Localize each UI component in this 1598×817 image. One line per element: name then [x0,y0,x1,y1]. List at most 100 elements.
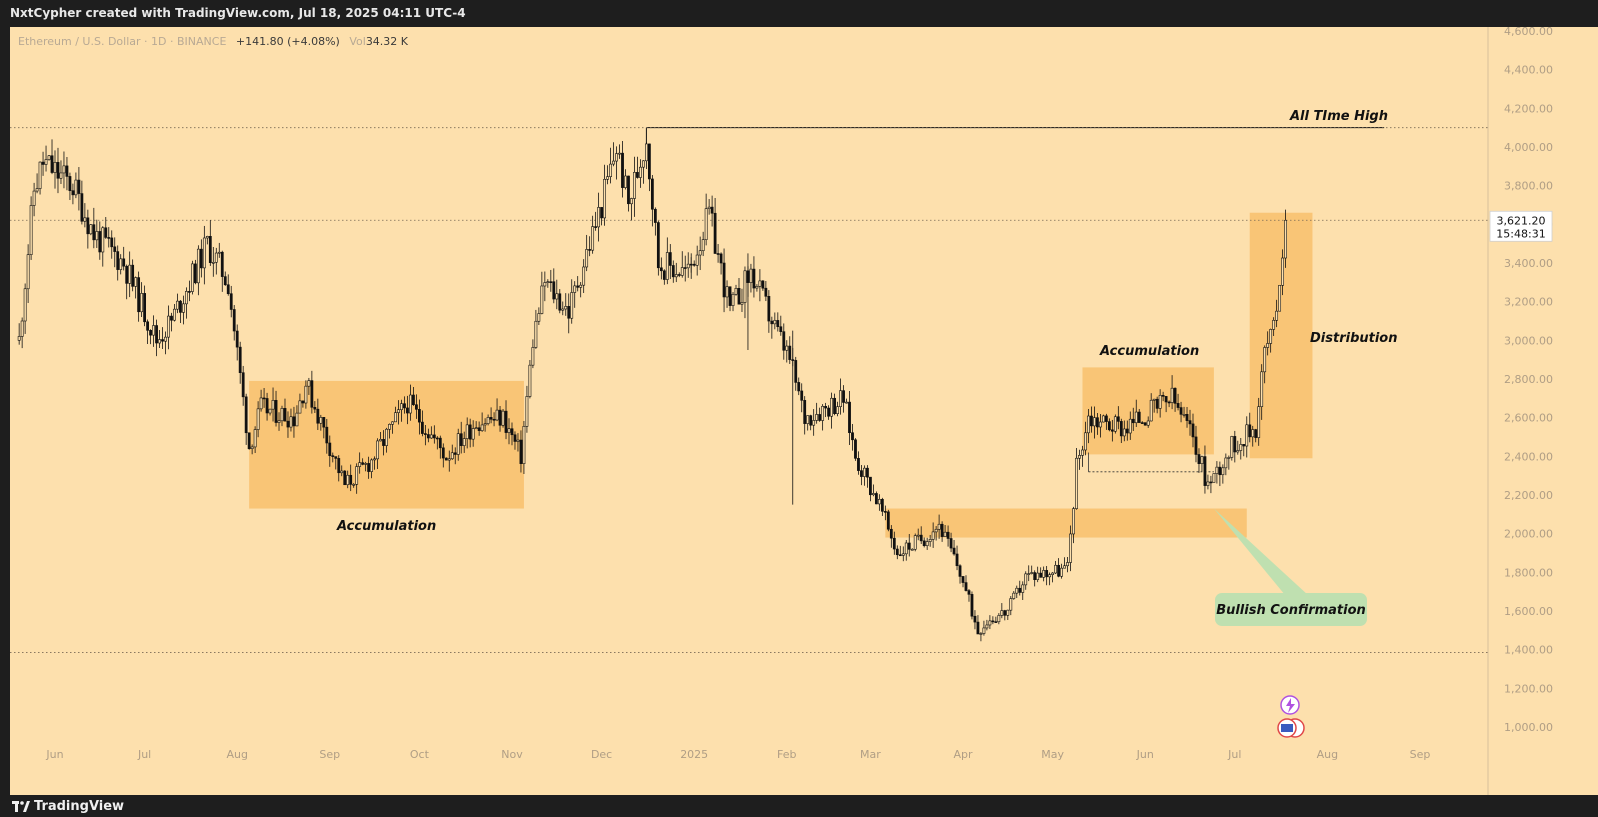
symbol-info: Ethereum / U.S. Dollar · 1D · BINANCE +1… [18,35,408,48]
candle-down [1179,407,1183,415]
candle-down [860,470,863,477]
candle-down [722,262,726,298]
candle-down [1203,456,1207,486]
candle-down [161,339,164,342]
candle-up [1093,417,1096,427]
volume-value: 34.32 K [365,35,409,48]
candle-up [1263,347,1267,373]
candle-down [594,226,598,228]
candle-down [65,165,69,177]
y-tick-label: 4,400.00 [1504,64,1553,77]
support-zone [885,508,1247,538]
candle-down [794,360,798,383]
candle-up [370,459,374,472]
candle-up [501,410,505,426]
candle-up [1275,310,1279,321]
candle-down [818,414,822,421]
candle-down [827,407,830,417]
candle-down [316,408,320,424]
symbol-name[interactable]: Ethereum / U.S. Dollar · 1D · BINANCE [18,35,227,48]
y-tick-label: 1,400.00 [1504,644,1553,657]
candle-down [208,236,212,263]
candle-down [647,143,651,180]
price-chart[interactable]: All TIme High Accumulation Accumulation Dis… [10,27,1598,795]
candle-up [259,397,263,410]
current-price-label: 3,621.20 [1497,214,1546,227]
label-distribution: Distribution [1310,331,1397,346]
candle-up [570,292,574,319]
candle-up [409,394,412,414]
candle-down [668,252,672,266]
candle-down [764,287,768,297]
x-tick-label: Jul [137,748,151,761]
candle-up [59,172,63,179]
candle-down [824,406,828,409]
candle-up [555,293,559,300]
candle-down [325,426,329,444]
candle-up [698,250,702,256]
y-tick-label: 4,200.00 [1504,102,1553,115]
candle-up [731,293,735,306]
candle-up [1072,508,1075,535]
candle-down [710,206,714,214]
candle-down [235,330,239,348]
distribution-zone [1249,212,1313,459]
candle-up [543,282,547,287]
candle-down [226,284,230,295]
candle-down [1057,564,1060,577]
candle-up [271,400,275,410]
label-all-time-high: All TIme High [1289,109,1388,124]
candle-up [1006,609,1010,616]
x-tick-label: Dec [591,748,612,761]
candle-up [128,264,132,284]
candle-up [1042,570,1046,578]
candle-up [901,553,905,556]
candle-up [531,347,535,366]
candle-up [597,207,601,228]
candle-up [591,226,595,251]
candle-down [417,409,421,423]
candle-down [713,212,717,254]
tradingview-brand[interactable]: TradingView [12,799,124,814]
candle-up [1101,415,1105,423]
footer: TradingView [0,795,1598,817]
candle-down [692,263,696,266]
candle-up [1245,424,1249,447]
candle-down [558,293,562,311]
candle-down [767,296,771,322]
candle-down [367,463,371,472]
candle-down [842,390,845,403]
candle-down [104,227,108,238]
candle-up [1266,343,1270,348]
candle-up [182,303,185,313]
candle-up [268,408,272,414]
candle-down [809,415,813,426]
price-change: +141.80 (+4.08%) [235,35,340,48]
candle-up [447,458,451,461]
candle-down [588,249,592,251]
candle-up [211,261,215,264]
chart-area[interactable]: All TIme High Accumulation Accumulation Dis… [10,27,1598,795]
candle-down [412,394,415,406]
candle-up [256,408,260,430]
candle-up [340,470,344,474]
candle-down [68,176,72,191]
candle-up [388,423,391,430]
candle-down [310,380,314,408]
y-tick-label: 1,800.00 [1504,566,1553,579]
candle-up [480,424,484,431]
candle-up [528,364,532,397]
candle-down [994,621,998,623]
candle-up [202,237,206,269]
volume-info: Vol34.32 K [349,35,408,48]
candle-up [845,401,848,404]
candle-up [701,239,705,252]
candle-down [1003,610,1007,616]
candle-up [1128,418,1132,434]
candles [17,139,1287,642]
candle-down [549,281,553,283]
candle-up [1224,457,1228,469]
candle-down [1131,418,1135,424]
candle-up [785,345,789,351]
y-tick-label: 3,200.00 [1504,296,1553,309]
